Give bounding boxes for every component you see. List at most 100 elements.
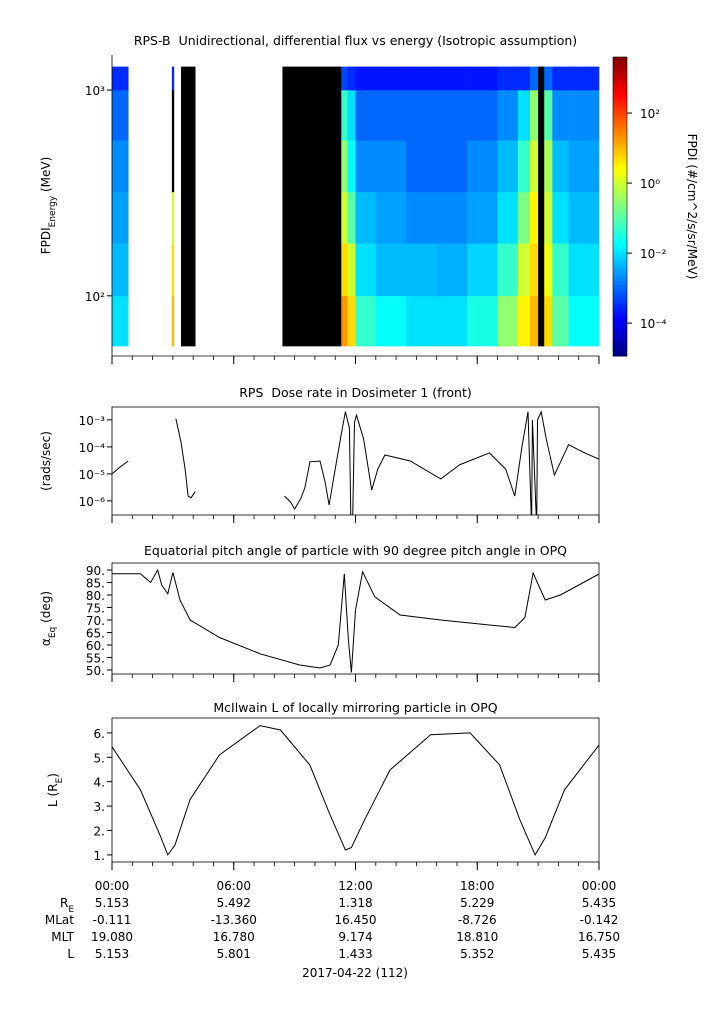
- colorbar-strip: [613, 94, 627, 99]
- colorbar-strip: [613, 184, 627, 189]
- heatmap-cell: [406, 66, 437, 91]
- heatmap-cell: [355, 66, 377, 91]
- heatmap-cell: [517, 295, 531, 347]
- heatmap-cell: [171, 90, 175, 141]
- data-line: [112, 410, 599, 515]
- heatmap-cell: [436, 243, 468, 297]
- colorbar-strip: [613, 139, 627, 144]
- ephemeris-value: 16.750: [578, 930, 620, 944]
- y-tick-label: 70.: [86, 614, 105, 628]
- heatmap-cell: [467, 90, 498, 141]
- colorbar-strip: [613, 344, 627, 350]
- y-tick-label: 2.: [94, 825, 105, 839]
- colorbar-strip: [613, 255, 627, 260]
- heatmap-cell: [282, 66, 342, 91]
- colorbar-strip: [613, 307, 627, 312]
- colorbar-strip: [613, 105, 627, 110]
- panel-title: McIlwain L of locally mirroring particle…: [213, 700, 497, 715]
- plot-frame: [111, 717, 600, 863]
- x-tick-label: 06:00: [216, 879, 251, 893]
- heatmap-cell: [112, 66, 129, 91]
- heatmap-cell: [406, 243, 437, 297]
- ephemeris-value: 1.433: [338, 947, 372, 961]
- colorbar-strip: [613, 180, 627, 185]
- heatmap-cell: [112, 140, 129, 193]
- x-tick-label: 00:00: [582, 879, 617, 893]
- y-tick-label: 5.: [94, 751, 105, 765]
- y-axis-label-sub: Eq: [48, 627, 58, 638]
- heatmap-cell: [282, 243, 342, 297]
- heatmap-cell: [517, 191, 531, 244]
- heatmap-cell: [282, 90, 342, 141]
- colorbar-strip: [613, 281, 627, 286]
- colorbar-strip: [613, 157, 627, 163]
- colorbar-strip: [613, 266, 627, 271]
- colorbar-strip: [613, 83, 627, 88]
- colorbar-frame: [612, 56, 628, 357]
- y-axis-label-part: L (R: [46, 783, 60, 807]
- y-tick-label: 10⁻³: [79, 414, 106, 428]
- colorbar-strip: [613, 71, 627, 77]
- colorbar-tick-label: 10²: [640, 107, 660, 121]
- heatmap-cell: [517, 90, 531, 141]
- y-axis-label-sub: E: [55, 777, 65, 783]
- colorbar-strip: [613, 79, 627, 84]
- colorbar-strip: [613, 191, 627, 196]
- ephemeris-value: 1.318: [338, 896, 372, 910]
- colorbar-strip: [613, 296, 627, 301]
- y-tick-label: 80.: [86, 589, 105, 603]
- colorbar-strip: [613, 86, 627, 92]
- colorbar-strip: [613, 64, 627, 69]
- colorbar-strip: [613, 135, 627, 140]
- colorbar-strip: [613, 217, 627, 222]
- ephemeris-value: 5.153: [95, 947, 129, 961]
- heatmap-cell: [406, 90, 437, 141]
- colorbar-strip: [613, 146, 627, 151]
- colorbar-strip: [613, 113, 627, 118]
- heatmap-cell: [355, 243, 377, 297]
- heatmap-cell: [530, 295, 539, 347]
- ephemeris-label-part: R: [60, 896, 68, 910]
- heatmap-cell: [497, 295, 519, 347]
- heatmap-cell: [530, 191, 539, 244]
- ephemeris-value: -13.360: [211, 913, 257, 927]
- heatmap-cell: [112, 90, 129, 141]
- heatmap-cell: [544, 243, 553, 297]
- ephemeris-value: -0.142: [580, 913, 619, 927]
- colorbar-strip: [613, 75, 627, 80]
- ephemeris-value: 5.435: [582, 947, 616, 961]
- colorbar-strip: [613, 202, 627, 207]
- colorbar-strip: [613, 341, 627, 346]
- heatmap-cell: [497, 90, 519, 141]
- heatmap-cell: [568, 191, 600, 244]
- y-tick-label: 10³: [85, 84, 105, 98]
- heatmap-cell: [171, 191, 175, 244]
- heatmap-cell: [375, 90, 407, 141]
- heatmap-cell: [406, 295, 437, 347]
- colorbar-strip: [613, 303, 627, 308]
- heatmap-cell: [347, 140, 356, 193]
- heatmap-cell: [375, 191, 407, 244]
- ephemeris-label-part: MLT: [51, 930, 74, 944]
- colorbar-strip: [613, 98, 627, 103]
- colorbar-strip: [613, 225, 627, 230]
- colorbar-strip: [613, 299, 627, 305]
- colorbar-strip: [613, 57, 627, 62]
- heatmap-cell: [436, 66, 468, 91]
- colorbar-strip: [613, 210, 627, 215]
- colorbar-strip: [613, 68, 627, 73]
- ephemeris-value: 5.492: [217, 896, 251, 910]
- heatmap-cell: [282, 191, 342, 244]
- y-axis-label: L (RE): [46, 773, 65, 807]
- heatmap-cell: [436, 191, 468, 244]
- heatmap-cell: [282, 140, 342, 193]
- colorbar-strip: [613, 187, 627, 193]
- colorbar-strip: [613, 352, 627, 357]
- ephemeris-value: 5.435: [582, 896, 616, 910]
- colorbar-strip: [613, 195, 627, 200]
- heatmap-cell: [112, 295, 129, 347]
- heatmap-cell: [530, 140, 539, 193]
- heatmap-cell: [341, 243, 348, 297]
- heatmap-cell: [347, 90, 356, 141]
- y-tick-label: 90.: [86, 564, 105, 578]
